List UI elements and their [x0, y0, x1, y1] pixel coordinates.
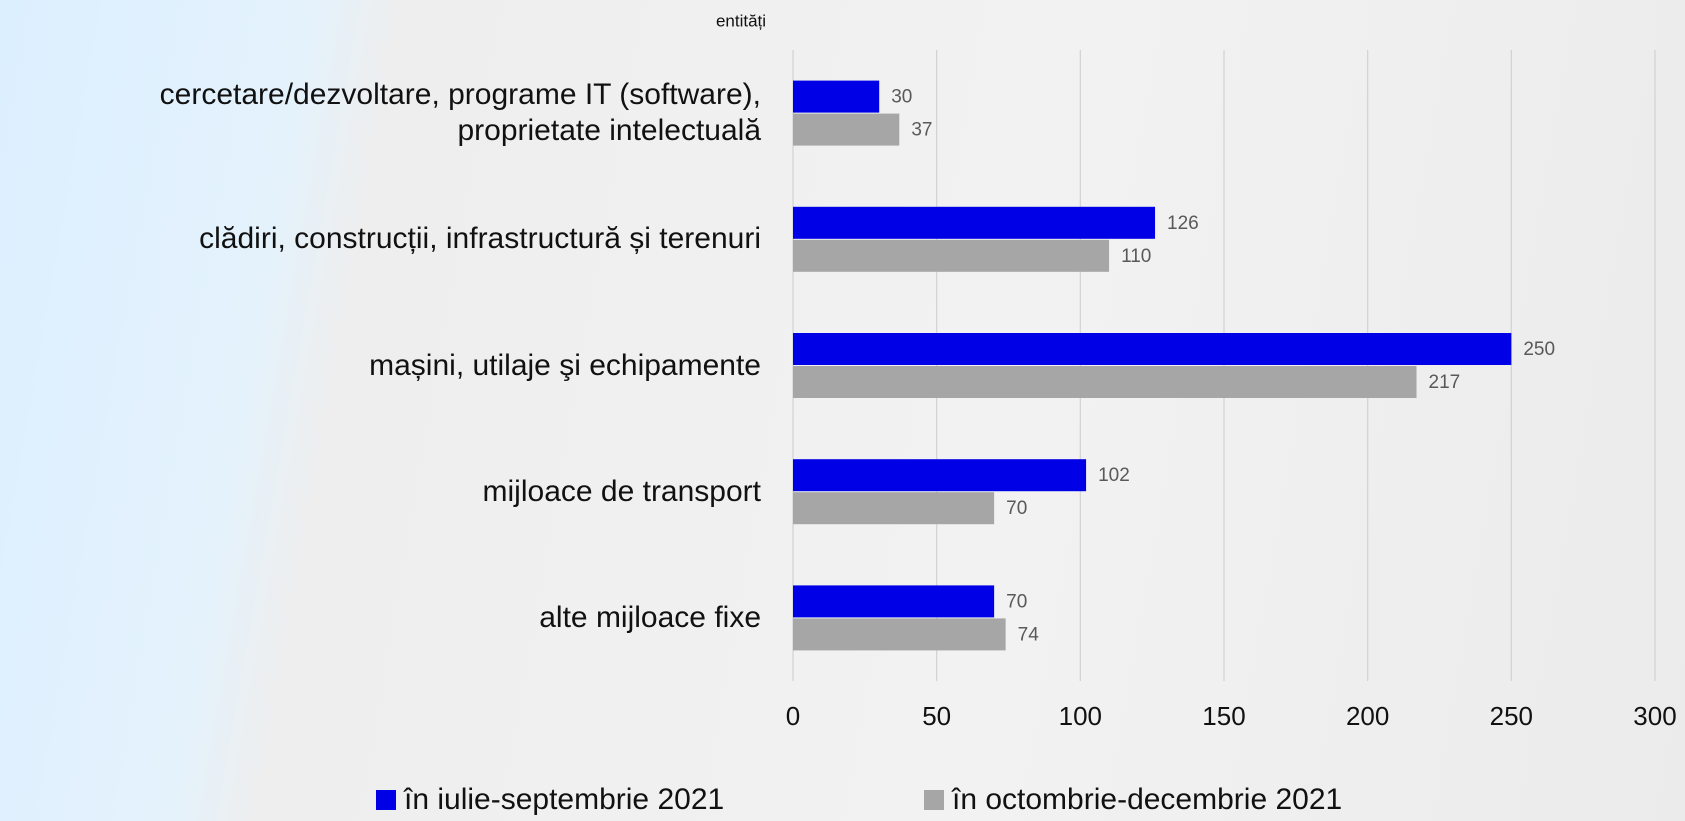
bar	[793, 80, 880, 113]
bar	[793, 206, 1156, 239]
data-label: 70	[1006, 498, 1027, 519]
category-label: mașini, utilaje şi echipamente	[369, 348, 761, 382]
data-label: 37	[911, 120, 932, 141]
bar	[793, 492, 995, 525]
bar	[793, 459, 1087, 492]
bar	[793, 239, 1110, 272]
x-tick-label: 50	[922, 701, 951, 731]
category-label: cercetare/dezvoltare, programe IT (softw…	[159, 78, 761, 148]
legend-label: în iulie-septembrie 2021	[403, 783, 724, 816]
data-label: 102	[1098, 465, 1130, 486]
category-label: mijloace de transport	[482, 474, 761, 508]
x-tick-label: 150	[1202, 701, 1245, 731]
bar	[793, 585, 995, 618]
bar	[793, 618, 1006, 651]
legend-swatch	[376, 790, 396, 810]
legend-label: în octombrie-decembrie 2021	[951, 783, 1342, 816]
legend-swatch	[924, 790, 944, 810]
data-label: 126	[1167, 213, 1199, 234]
data-label: 217	[1429, 372, 1461, 393]
data-label: 70	[1006, 591, 1027, 612]
data-label: 250	[1523, 339, 1555, 360]
category-label: clădiri, construcții, infrastructură și …	[199, 222, 761, 256]
x-tick-label: 200	[1346, 701, 1389, 731]
bar	[793, 113, 900, 146]
x-tick-label: 100	[1059, 701, 1102, 731]
bar	[793, 333, 1512, 365]
data-label: 74	[1018, 624, 1040, 645]
x-tick-label: 250	[1490, 701, 1533, 731]
bar	[793, 366, 1417, 398]
x-tick-label: 300	[1633, 701, 1676, 731]
category-label: alte mijloace fixe	[539, 600, 761, 634]
data-label: 110	[1121, 246, 1151, 267]
axis-label: entități	[716, 11, 766, 30]
data-label: 30	[891, 87, 912, 108]
x-tick-label: 0	[786, 701, 800, 731]
